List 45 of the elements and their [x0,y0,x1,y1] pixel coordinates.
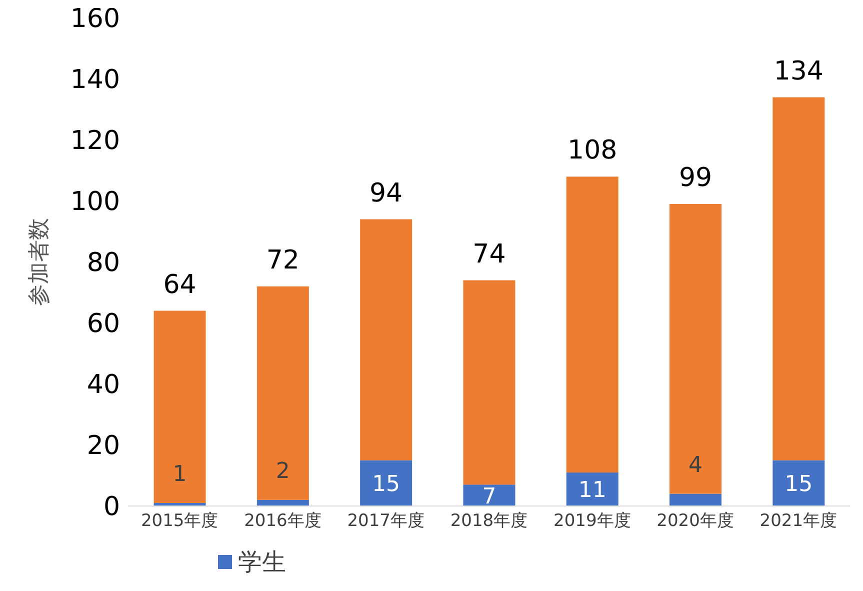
bar [670,494,722,506]
total-label: 64 [163,270,196,300]
bar [670,204,722,494]
x-tick-label: 2016年度 [244,511,322,532]
bar [463,484,516,506]
bar [772,97,825,460]
x-tick-label: 2019年度 [554,511,631,532]
y-tick-label: 80 [86,248,120,278]
total-label: 72 [266,245,300,276]
y-tick-label: 20 [86,431,120,462]
y-tick-label: 100 [70,187,120,218]
data-label: 7 [482,484,496,510]
data-label: 15 [372,472,400,498]
bar [360,460,412,506]
total-label: 74 [472,239,506,270]
x-tick-label: 2015年度 [140,511,218,532]
total-label: 99 [678,163,712,194]
total-label: 94 [370,178,403,208]
bar [154,310,206,503]
data-label: 2 [276,458,290,484]
bar [256,286,309,500]
data-label: 1 [172,462,187,487]
bar [360,219,412,460]
legend-label: 学生 [237,547,286,578]
bar [256,500,309,506]
bar [772,460,825,506]
data-label: 11 [578,478,606,504]
bar [566,176,618,472]
y-axis-title: 参加者数 [26,218,52,306]
y-tick-label: 60 [86,309,120,340]
data-label: 15 [784,472,813,498]
y-tick-label: 0 [103,492,120,522]
y-tick-label: 120 [70,126,120,156]
x-tick-label: 2018年度 [450,511,528,532]
x-tick-label: 2021年度 [760,511,838,532]
y-tick-label: 40 [86,370,120,400]
bar [566,472,618,506]
y-tick-label: 140 [70,65,120,96]
x-tick-label: 2020年度 [656,511,734,532]
total-label: 134 [774,56,824,86]
total-label: 108 [568,136,618,166]
bar [463,280,516,485]
y-tick-label: 160 [70,4,120,34]
x-tick-label: 2017年度 [347,511,424,532]
data-label: 4 [688,452,702,478]
